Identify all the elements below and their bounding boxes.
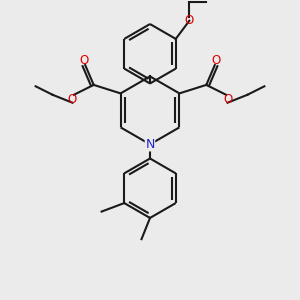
Text: O: O bbox=[68, 92, 77, 106]
Text: O: O bbox=[212, 54, 221, 67]
Text: O: O bbox=[223, 92, 232, 106]
Text: O: O bbox=[79, 54, 88, 67]
Text: N: N bbox=[145, 138, 155, 151]
Text: O: O bbox=[185, 14, 194, 27]
